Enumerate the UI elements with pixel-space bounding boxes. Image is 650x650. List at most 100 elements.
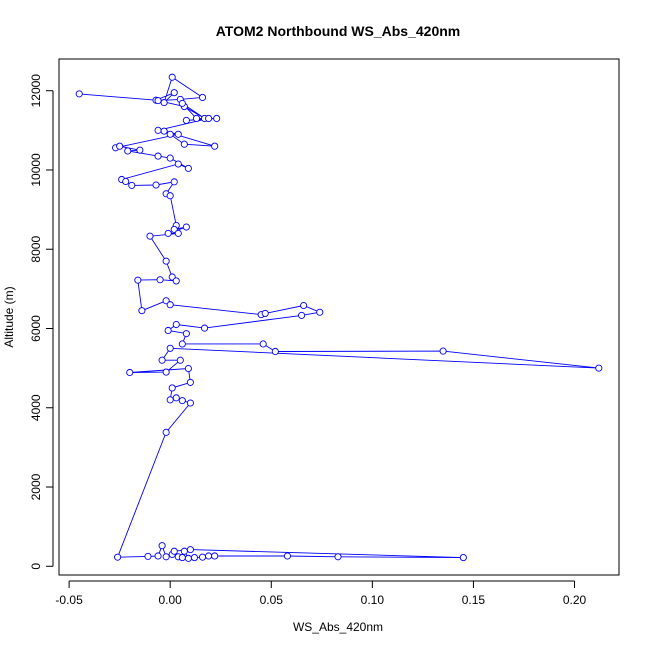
y-tick-label: 10000 <box>29 153 43 187</box>
data-point <box>158 356 166 364</box>
data-point <box>166 130 174 138</box>
data-point <box>134 276 142 284</box>
data-point <box>176 356 184 364</box>
x-tick-label: 0.00 <box>159 593 183 607</box>
data-point <box>144 552 152 560</box>
data-point <box>170 178 178 186</box>
data-point <box>164 229 172 237</box>
x-tick-label: 0.20 <box>563 593 587 607</box>
x-tick-label: -0.05 <box>55 593 83 607</box>
data-point <box>162 368 170 376</box>
data-point <box>166 192 174 200</box>
data-point <box>261 309 269 317</box>
data-point <box>198 93 207 101</box>
y-tick-label: 2000 <box>29 473 43 500</box>
data-point <box>182 223 190 231</box>
data-point <box>162 257 170 265</box>
data-point <box>259 340 267 348</box>
data-point <box>126 368 134 377</box>
data-point <box>178 340 186 348</box>
data-point <box>182 330 190 338</box>
data-point <box>271 347 279 356</box>
chart-title: ATOM2 Northbound WS_Abs_420nm <box>216 23 461 39</box>
data-point <box>186 378 194 386</box>
data-point <box>174 160 182 168</box>
data-point <box>186 399 194 407</box>
data-lines <box>79 76 599 559</box>
y-tick-label: 8000 <box>29 236 43 263</box>
data-points <box>75 73 603 562</box>
data-point <box>334 553 342 561</box>
data-point <box>160 127 168 135</box>
data-point <box>174 130 182 138</box>
data-point <box>316 308 324 316</box>
x-axis: -0.05 0.00 0.05 0.10 0.15 0.20 <box>55 580 587 607</box>
x-tick-label: 0.15 <box>462 593 486 607</box>
data-point <box>170 89 178 97</box>
data-point <box>172 277 180 285</box>
data-point <box>124 147 132 155</box>
data-point <box>184 164 192 172</box>
data-point <box>154 126 162 134</box>
data-point <box>198 553 207 561</box>
data-point <box>166 396 174 404</box>
data-point <box>178 99 186 107</box>
data-point <box>114 553 122 561</box>
data-point <box>154 552 162 560</box>
data-point <box>186 546 194 554</box>
data-point <box>178 397 186 405</box>
data-point <box>283 552 291 560</box>
data-point <box>136 146 144 154</box>
data-point <box>162 553 170 561</box>
data-point <box>180 140 188 148</box>
x-axis-label: WS_Abs_420nm <box>293 620 383 634</box>
data-point <box>168 73 176 81</box>
data-point <box>459 554 467 562</box>
y-axis-label: Altitude (m) <box>2 286 16 347</box>
data-point <box>180 547 188 555</box>
series-line <box>79 76 599 559</box>
data-point <box>122 177 130 186</box>
data-point <box>172 394 180 402</box>
data-point <box>190 554 199 562</box>
data-point <box>205 114 213 122</box>
data-point <box>166 301 174 309</box>
data-point <box>182 116 190 124</box>
data-point <box>184 364 192 373</box>
x-tick-label: 0.10 <box>361 593 385 607</box>
data-point <box>192 114 201 122</box>
data-point <box>172 320 180 329</box>
data-point <box>164 326 172 335</box>
data-point <box>439 347 447 355</box>
y-axis: 0 2000 4000 6000 8000 10000 12000 <box>29 74 54 570</box>
data-point <box>116 142 124 150</box>
data-point <box>595 364 603 372</box>
data-point <box>166 344 174 352</box>
y-tick-label: 12000 <box>29 74 43 108</box>
data-point <box>184 554 192 562</box>
y-tick-label: 6000 <box>29 315 43 342</box>
data-point <box>156 276 164 284</box>
data-point <box>146 232 154 240</box>
plot-frame <box>58 58 620 576</box>
data-point <box>138 307 146 315</box>
data-point <box>211 552 219 560</box>
data-point <box>174 229 182 237</box>
data-point <box>300 301 308 310</box>
data-point <box>168 384 176 392</box>
data-point <box>178 554 186 562</box>
data-point <box>170 547 178 555</box>
data-point <box>211 142 219 150</box>
data-point <box>154 152 162 160</box>
data-point <box>162 428 170 436</box>
data-point <box>213 114 221 122</box>
data-point <box>128 181 136 189</box>
data-point <box>298 311 306 319</box>
y-tick-label: 0 <box>29 563 43 570</box>
data-point <box>158 542 166 550</box>
data-point <box>160 99 168 107</box>
y-tick-label: 4000 <box>29 394 43 421</box>
data-point <box>201 324 209 332</box>
x-tick-label: 0.05 <box>260 593 284 607</box>
